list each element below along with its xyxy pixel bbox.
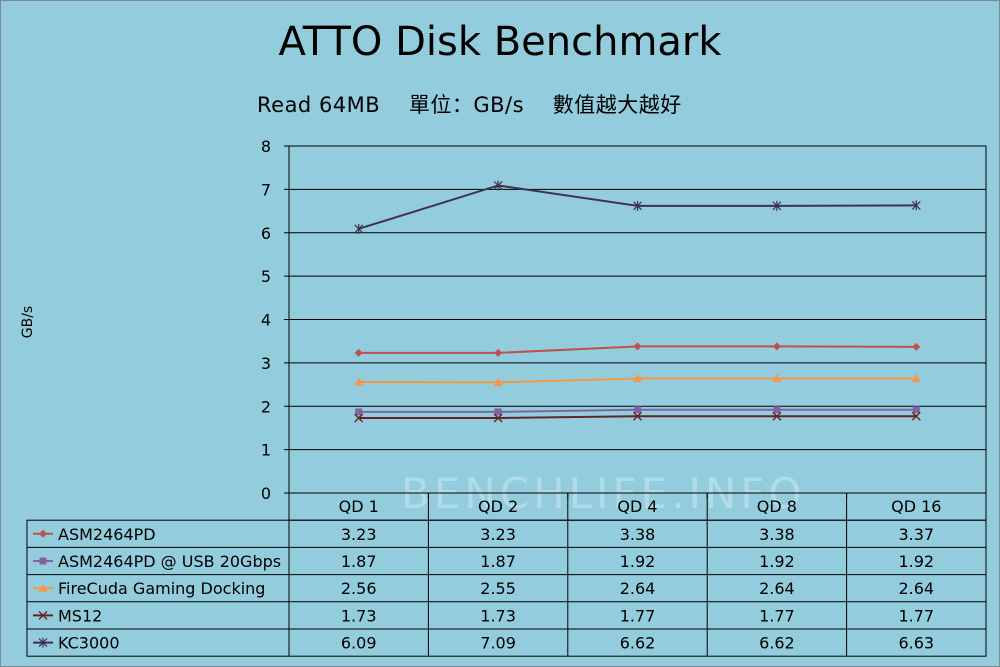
data-point (493, 377, 503, 386)
data-point (772, 342, 781, 351)
data-point (494, 348, 503, 357)
data-point (633, 342, 642, 351)
data-point (354, 223, 364, 234)
legend-label: MS12 (58, 606, 102, 625)
data-label: 1.77 (620, 606, 656, 625)
data-point (354, 348, 363, 357)
data-label: 6.09 (341, 634, 377, 653)
data-label: 3.23 (480, 525, 516, 544)
legend-marker (39, 529, 47, 538)
x-category-label: QD 1 (339, 497, 379, 516)
data-label: 2.64 (620, 579, 656, 598)
data-point (772, 200, 782, 211)
data-label: 3.23 (341, 525, 377, 544)
data-label: 7.09 (480, 634, 516, 653)
legend-key (33, 610, 53, 620)
data-point (355, 408, 363, 416)
data-point (773, 406, 781, 414)
data-point (633, 373, 642, 382)
data-label: 1.87 (341, 552, 377, 571)
data-point (912, 342, 921, 351)
y-tick-label: 0 (261, 484, 271, 503)
data-label: 2.56 (341, 579, 377, 598)
data-label: 1.92 (898, 552, 934, 571)
data-point (634, 406, 641, 414)
series-asm2464pd-usb-20gbps (355, 406, 920, 416)
legend-marker (38, 610, 48, 620)
data-label: 1.77 (898, 606, 934, 625)
chart-title: ATTO Disk Benchmark (278, 19, 722, 65)
x-category-label: QD 4 (617, 497, 657, 516)
legend-marker (38, 583, 48, 592)
data-label: 6.63 (898, 634, 934, 653)
legend-label: FireCuda Gaming Docking (58, 579, 265, 598)
data-point (354, 377, 364, 386)
data-point (493, 180, 503, 191)
x-category-label: QD 16 (891, 497, 941, 516)
data-label: 1.92 (620, 552, 656, 571)
data-label: 1.87 (480, 552, 516, 571)
y-tick-label: 6 (261, 224, 271, 243)
data-label: 1.77 (759, 606, 795, 625)
data-point (911, 373, 921, 382)
series-kc3000 (354, 180, 921, 234)
legend-label: KC3000 (58, 634, 120, 653)
legend-marker (38, 637, 48, 648)
y-tick-label: 3 (261, 354, 271, 373)
data-label: 3.37 (898, 525, 934, 544)
data-label: 3.38 (620, 525, 656, 544)
data-label: 6.62 (620, 634, 656, 653)
data-point (493, 413, 503, 423)
series-asm2464pd (354, 342, 921, 357)
data-point (772, 411, 782, 421)
legend-key (33, 637, 53, 648)
data-point (772, 373, 782, 382)
series-ms12 (354, 411, 921, 423)
legend-key (33, 557, 53, 565)
legend-key (33, 583, 53, 592)
y-tick-label: 7 (261, 180, 271, 199)
data-point (912, 406, 920, 414)
legend-label: ASM2464PD (58, 525, 156, 544)
data-point (911, 200, 921, 211)
data-point (633, 200, 642, 211)
y-tick-label: 1 (261, 441, 271, 460)
y-tick-label: 8 (261, 137, 271, 156)
data-point (911, 411, 921, 421)
y-tick-label: 4 (261, 311, 271, 330)
y-tick-label: 2 (261, 397, 271, 416)
legend-marker (39, 557, 47, 565)
y-tick-label: 5 (261, 267, 271, 286)
legend-label: ASM2464PD @ USB 20Gbps (58, 552, 281, 571)
data-label: 1.73 (480, 606, 516, 625)
legend-key (33, 529, 53, 538)
data-label: 1.73 (341, 606, 377, 625)
x-category-label: QD 2 (478, 497, 518, 516)
data-label: 1.92 (759, 552, 795, 571)
data-label: 6.62 (759, 634, 795, 653)
data-point (354, 413, 364, 423)
series-firecuda-gaming-docking (354, 373, 921, 386)
data-point (494, 408, 502, 416)
data-point (633, 411, 642, 421)
data-label: 2.55 (480, 579, 516, 598)
data-label: 3.38 (759, 525, 795, 544)
data-label: 2.64 (898, 579, 934, 598)
data-label: 2.64 (759, 579, 795, 598)
chart-subtitle: Read 64MB 單位：GB/s 數值越大越好 (257, 93, 682, 117)
x-category-label: QD 8 (757, 497, 797, 516)
